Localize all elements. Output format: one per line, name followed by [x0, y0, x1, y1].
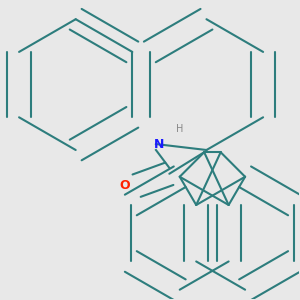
- Text: H: H: [176, 124, 183, 134]
- Text: O: O: [119, 179, 130, 192]
- Text: N: N: [154, 138, 164, 151]
